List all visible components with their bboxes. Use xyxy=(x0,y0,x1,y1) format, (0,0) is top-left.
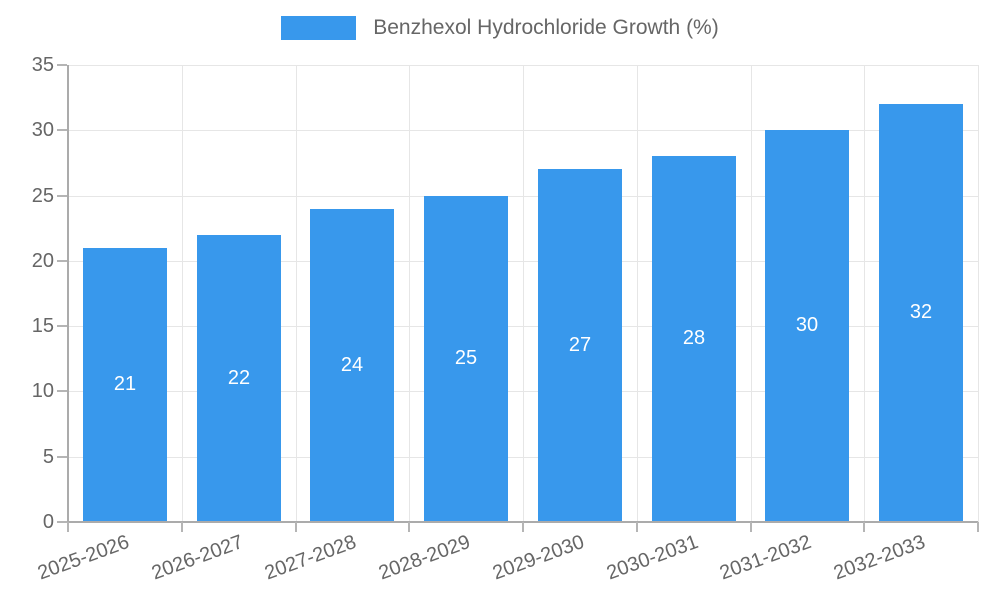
bar-value-label: 27 xyxy=(568,334,592,356)
bar-2030-2031[interactable]: 28 xyxy=(652,156,736,522)
gridline-x-4 xyxy=(523,65,524,522)
x-tick-label-2027-2028: 2027-2028 xyxy=(262,531,360,585)
legend-swatch xyxy=(281,16,357,40)
bar-value-label: 28 xyxy=(682,327,706,349)
x-tick-label-2025-2026: 2025-2026 xyxy=(35,531,133,585)
legend[interactable]: Benzhexol Hydrochloride Growth (%) xyxy=(0,16,1000,40)
gridline-x-5 xyxy=(637,65,638,522)
bar-2028-2029[interactable]: 25 xyxy=(424,196,508,522)
y-tick-label-20: 20 xyxy=(31,250,54,272)
x-tick-mark xyxy=(67,522,69,532)
y-tick-label-0: 0 xyxy=(42,511,54,533)
x-tick-mark xyxy=(522,522,524,532)
gridline-x-7 xyxy=(864,65,865,522)
gridline-x-2 xyxy=(296,65,297,522)
y-tick-label-15: 15 xyxy=(31,315,54,337)
x-tick-mark xyxy=(750,522,752,532)
gridline-x-1 xyxy=(182,65,183,522)
y-tick-label-35: 35 xyxy=(31,54,54,76)
bar-2027-2028[interactable]: 24 xyxy=(310,209,394,522)
bar-value-label: 30 xyxy=(795,314,819,336)
x-tick-label-2026-2027: 2026-2027 xyxy=(149,531,247,585)
bar-2029-2030[interactable]: 27 xyxy=(538,169,622,522)
x-tick-label-2030-2031: 2030-2031 xyxy=(604,531,702,585)
y-tick-mark xyxy=(57,195,67,197)
bar-value-label: 22 xyxy=(227,367,251,389)
gridline-x-3 xyxy=(409,65,410,522)
x-tick-label-2029-2030: 2029-2030 xyxy=(490,531,588,585)
y-tick-mark xyxy=(57,325,67,327)
x-tick-mark xyxy=(636,522,638,532)
y-axis-line xyxy=(67,65,69,522)
legend-label: Benzhexol Hydrochloride Growth (%) xyxy=(373,16,719,39)
x-tick-mark xyxy=(295,522,297,532)
y-tick-label-25: 25 xyxy=(31,185,54,207)
bar-value-label: 21 xyxy=(113,373,137,395)
y-tick-mark xyxy=(57,390,67,392)
y-tick-mark xyxy=(57,456,67,458)
gridline-x-8 xyxy=(978,65,979,522)
y-tick-mark xyxy=(57,260,67,262)
bar-2026-2027[interactable]: 22 xyxy=(197,235,281,522)
x-tick-label-2028-2029: 2028-2029 xyxy=(376,531,474,585)
y-tick-mark xyxy=(57,64,67,66)
y-tick-mark xyxy=(57,521,67,523)
plot-area: 21 22 24 25 27 28 30 32 xyxy=(68,65,979,522)
gridline-x-6 xyxy=(751,65,752,522)
y-tick-label-30: 30 xyxy=(31,119,54,141)
bar-value-label: 24 xyxy=(340,354,364,376)
x-tick-label-2031-2032: 2031-2032 xyxy=(717,531,815,585)
y-tick-mark xyxy=(57,129,67,131)
y-tick-label-5: 5 xyxy=(42,446,54,468)
bar-2032-2033[interactable]: 32 xyxy=(879,104,963,522)
bar-2031-2032[interactable]: 30 xyxy=(765,130,849,522)
bar-value-label: 32 xyxy=(909,301,933,323)
x-tick-mark xyxy=(863,522,865,532)
x-tick-mark xyxy=(408,522,410,532)
x-tick-mark xyxy=(977,522,979,532)
x-tick-mark xyxy=(181,522,183,532)
bar-2025-2026[interactable]: 21 xyxy=(83,248,167,522)
y-tick-label-10: 10 xyxy=(31,380,54,402)
x-tick-label-2032-2033: 2032-2033 xyxy=(831,531,929,585)
bar-value-label: 25 xyxy=(454,347,478,369)
